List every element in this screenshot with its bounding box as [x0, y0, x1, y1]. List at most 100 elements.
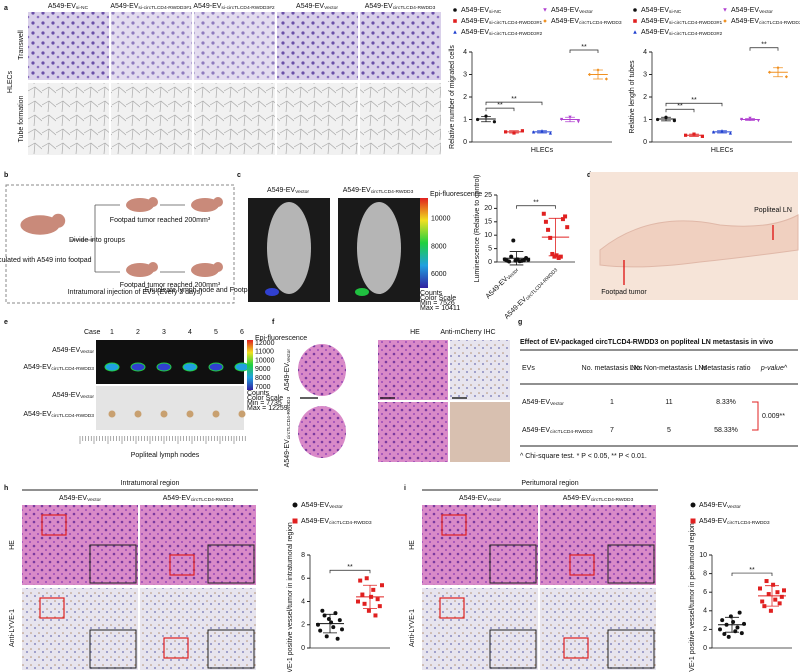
point: [360, 592, 365, 597]
inset: [607, 544, 655, 584]
panel-letter: g: [518, 319, 522, 326]
error-bar: [725, 616, 739, 633]
case-number: 2: [136, 329, 140, 336]
significance-bracket: [665, 102, 723, 107]
table-cell: 7: [610, 427, 614, 434]
legend-label-main: A549-EV: [699, 502, 727, 509]
y-tick-label: 2: [643, 94, 647, 101]
y-tick-label: 5: [488, 245, 492, 252]
y-tick-label: 2: [463, 94, 467, 101]
y-tick-label: 8: [703, 570, 707, 577]
x-axis-label: HLECs: [711, 147, 734, 154]
legend-marker: [543, 19, 547, 23]
y-tick-label: 3: [643, 71, 647, 78]
legend-label-sub: Vector: [727, 504, 741, 510]
point: [548, 131, 552, 135]
error-bar: [323, 613, 337, 634]
point: [735, 625, 740, 630]
mouse-icon: [126, 198, 154, 212]
table-header: Metastasis ratio: [701, 365, 750, 372]
ln-signal: [130, 362, 146, 372]
legend-label: A549-EVcircTLCD4-RWDD3: [699, 518, 770, 526]
column-label: A549-EVVector: [59, 495, 101, 503]
column-label-sub: Vector: [487, 497, 501, 503]
colorbar-note: Color Scale: [420, 295, 456, 302]
row-label: Tube formation: [18, 95, 25, 142]
panel-letter: f: [272, 319, 275, 326]
y-tick-label: 20: [484, 205, 492, 212]
x-tick-label-main: A549-EV: [503, 296, 528, 321]
point: [550, 251, 555, 256]
y-axis-label: LYVE-1 positive vessel/tumor in intratum…: [287, 522, 294, 672]
point: [775, 590, 780, 595]
tube-image: [194, 83, 275, 155]
y-tick-label: 15: [484, 219, 492, 226]
point: [565, 225, 570, 230]
colorbar-note: Max = 12259: [247, 405, 288, 412]
legend-label-sub: Vector: [579, 9, 593, 15]
error-bar: [548, 217, 563, 257]
column-label-main: A549-EV: [365, 3, 393, 10]
legend-label-main: A549-EV: [551, 18, 579, 25]
colorbar-note: Color Scale: [247, 395, 283, 402]
legend-label-sub: si-circTLCD4-RWDD3#1: [489, 20, 542, 26]
y-tick-label: 3: [463, 71, 467, 78]
y-tick-label: 0: [703, 645, 707, 652]
point: [552, 254, 557, 259]
x-tick-label: A549-EVVector: [485, 266, 521, 302]
panel-letter: a: [4, 5, 8, 12]
point: [576, 120, 580, 124]
panel-letter: d: [587, 172, 591, 179]
row-label-sub: Vector: [80, 394, 94, 400]
p-value: 0.009**: [762, 413, 785, 420]
row-label: A549-EVVector: [52, 392, 94, 400]
table-cell: 11: [665, 399, 672, 406]
point: [507, 259, 512, 264]
y-tick-label: 25: [484, 192, 492, 199]
point: [739, 631, 744, 636]
legend-label: A549-EVsi-circTLCD4-RWDD3#1: [641, 18, 722, 26]
column-label: A549-EVcircTLCD4-RWDD3: [163, 495, 234, 503]
point: [726, 634, 731, 639]
legend-label-sub: circTLCD4-RWDD3: [329, 520, 372, 526]
column-label-sub: Vector: [324, 5, 338, 11]
column-label: A549-EVVector: [296, 3, 338, 11]
legend-label-sub: Vector: [759, 9, 773, 15]
significance-bracket: [516, 205, 556, 209]
row-side-label: HLECs: [7, 70, 14, 93]
table-cell-main: A549-EV: [522, 399, 550, 406]
inset: [607, 629, 655, 669]
column-label-main: A549-EV: [193, 3, 221, 10]
inset: [207, 629, 255, 669]
y-tick-label: 10: [484, 232, 492, 239]
legend-label-sub: si-NC: [489, 9, 502, 15]
point: [364, 576, 369, 581]
point: [335, 636, 340, 641]
row-label: A549-EVVector: [284, 349, 292, 391]
legend-marker: [292, 502, 298, 508]
inset: [207, 544, 255, 584]
ln-node: [238, 410, 246, 418]
case-number: 3: [162, 329, 166, 336]
significance-bracket: [485, 107, 515, 112]
mouse-head: [148, 197, 158, 207]
point: [728, 131, 732, 135]
table-cell-sub: circTLCD4-RWDD3: [550, 429, 593, 435]
column-label-sub: si-circTLCD4-RWDD3#2: [221, 5, 274, 11]
legend-label-main: A549-EV: [699, 518, 727, 525]
table-header: No. metastasis LNs: [582, 365, 643, 372]
column-label-main: A549-EV: [343, 187, 371, 194]
point: [733, 629, 738, 634]
axes: [471, 52, 612, 143]
schematic-frame: [5, 184, 235, 304]
point: [768, 608, 773, 613]
point: [340, 627, 344, 632]
panel-letter: h: [4, 485, 8, 492]
point: [766, 592, 771, 597]
y-tick-label: 2: [301, 622, 305, 629]
zoom-box: [441, 514, 467, 536]
case-label: Case: [84, 329, 100, 336]
point: [782, 588, 786, 593]
point: [375, 597, 380, 602]
legend-label-main: A549-EV: [301, 518, 329, 525]
